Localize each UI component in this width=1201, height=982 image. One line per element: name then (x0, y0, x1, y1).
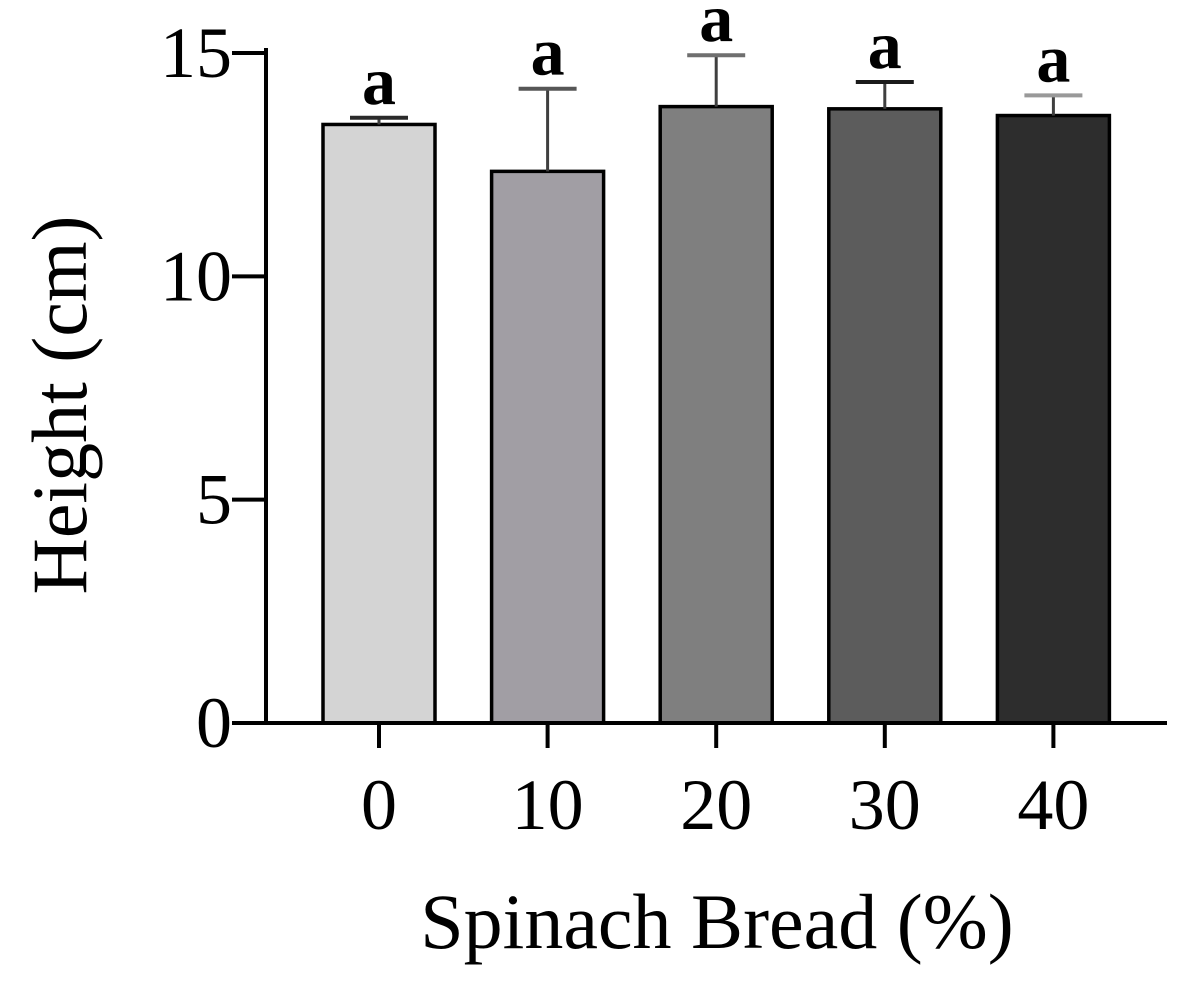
significance-letter-30: a (868, 7, 902, 83)
significance-letter-10: a (531, 14, 565, 90)
bar-0 (321, 122, 437, 725)
y-tick-label-15: 15 (160, 13, 232, 93)
y-tick-label-0: 0 (196, 683, 232, 763)
x-tick-label-20: 20 (680, 765, 752, 845)
x-axis-title: Spinach Bread (%) (420, 878, 1013, 965)
x-tick-label-0: 0 (361, 765, 397, 845)
significance-letter-40: a (1036, 20, 1070, 96)
bar-10 (489, 169, 606, 725)
y-axis-title: Height (cm) (16, 215, 103, 594)
significance-letter-0: a (362, 43, 396, 119)
chart-plot-area: 0 5 10 15 0 10 20 30 40 a a a a a (160, 0, 1167, 845)
y-tick-label-5: 5 (196, 460, 232, 540)
bar-30 (827, 107, 943, 725)
x-tick-label-40: 40 (1017, 765, 1089, 845)
bar-20 (658, 104, 774, 725)
significance-letter-20: a (699, 0, 733, 56)
x-tick-label-30: 30 (849, 765, 921, 845)
bar-40 (995, 113, 1112, 725)
x-tick-label-10: 10 (512, 765, 584, 845)
y-tick-label-10: 10 (160, 236, 232, 316)
